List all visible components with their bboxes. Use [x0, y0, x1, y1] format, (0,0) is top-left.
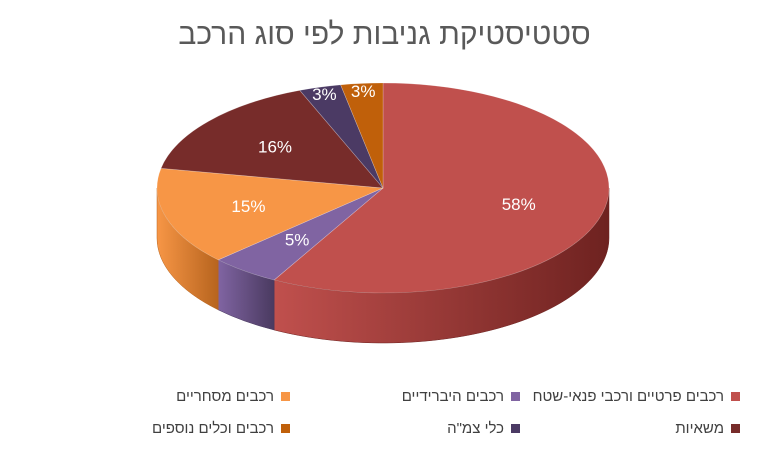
legend-swatch-icon [281, 392, 290, 401]
legend-item: כלי צמ"ה [290, 420, 520, 437]
pie-slice [160, 90, 384, 189]
legend-swatch-icon [281, 424, 290, 433]
legend-swatch-icon [731, 424, 740, 433]
pie-chart: 58% 5% 15% 16% 3% 3% [156, 82, 610, 344]
legend-item: משאיות [520, 420, 740, 437]
legend-label: משאיות [675, 420, 724, 437]
legend-label: רכבים פרטיים ורכבי פנאי-שטח [532, 388, 724, 405]
legend-item: רכבים היברידיים [290, 388, 520, 405]
legend-swatch-icon [511, 392, 520, 401]
data-label: 3% [351, 82, 376, 101]
legend-label: רכבים היברידיים [401, 388, 504, 405]
legend-label: כלי צמ"ה [447, 420, 504, 437]
legend: רכבים פרטיים ורכבי פנאי-שטח רכבים היבריד… [20, 388, 740, 437]
legend-label: רכבים מסחריים [176, 388, 274, 405]
pie-slice [156, 168, 384, 261]
pie-slice [217, 187, 384, 281]
legend-label: רכבים וכלים נוספים [151, 420, 274, 437]
data-label: 58% [502, 195, 536, 214]
legend-swatch-icon [731, 392, 740, 401]
pie-slice [299, 84, 384, 189]
legend-item: רכבים מסחריים [20, 388, 290, 405]
data-label: 5% [285, 230, 310, 249]
legend-item: רכבים פרטיים ורכבי פנאי-שטח [520, 388, 740, 405]
data-label: 3% [312, 85, 337, 104]
legend-item: רכבים וכלים נוספים [20, 420, 290, 437]
data-label: 16% [258, 138, 292, 157]
pie-slice [340, 82, 384, 189]
chart-title: סטטיסטיקת גניבות לפי סוג הרכב [178, 18, 591, 51]
legend-swatch-icon [511, 424, 520, 433]
data-label: 15% [231, 197, 265, 216]
pie-slice [273, 82, 610, 294]
